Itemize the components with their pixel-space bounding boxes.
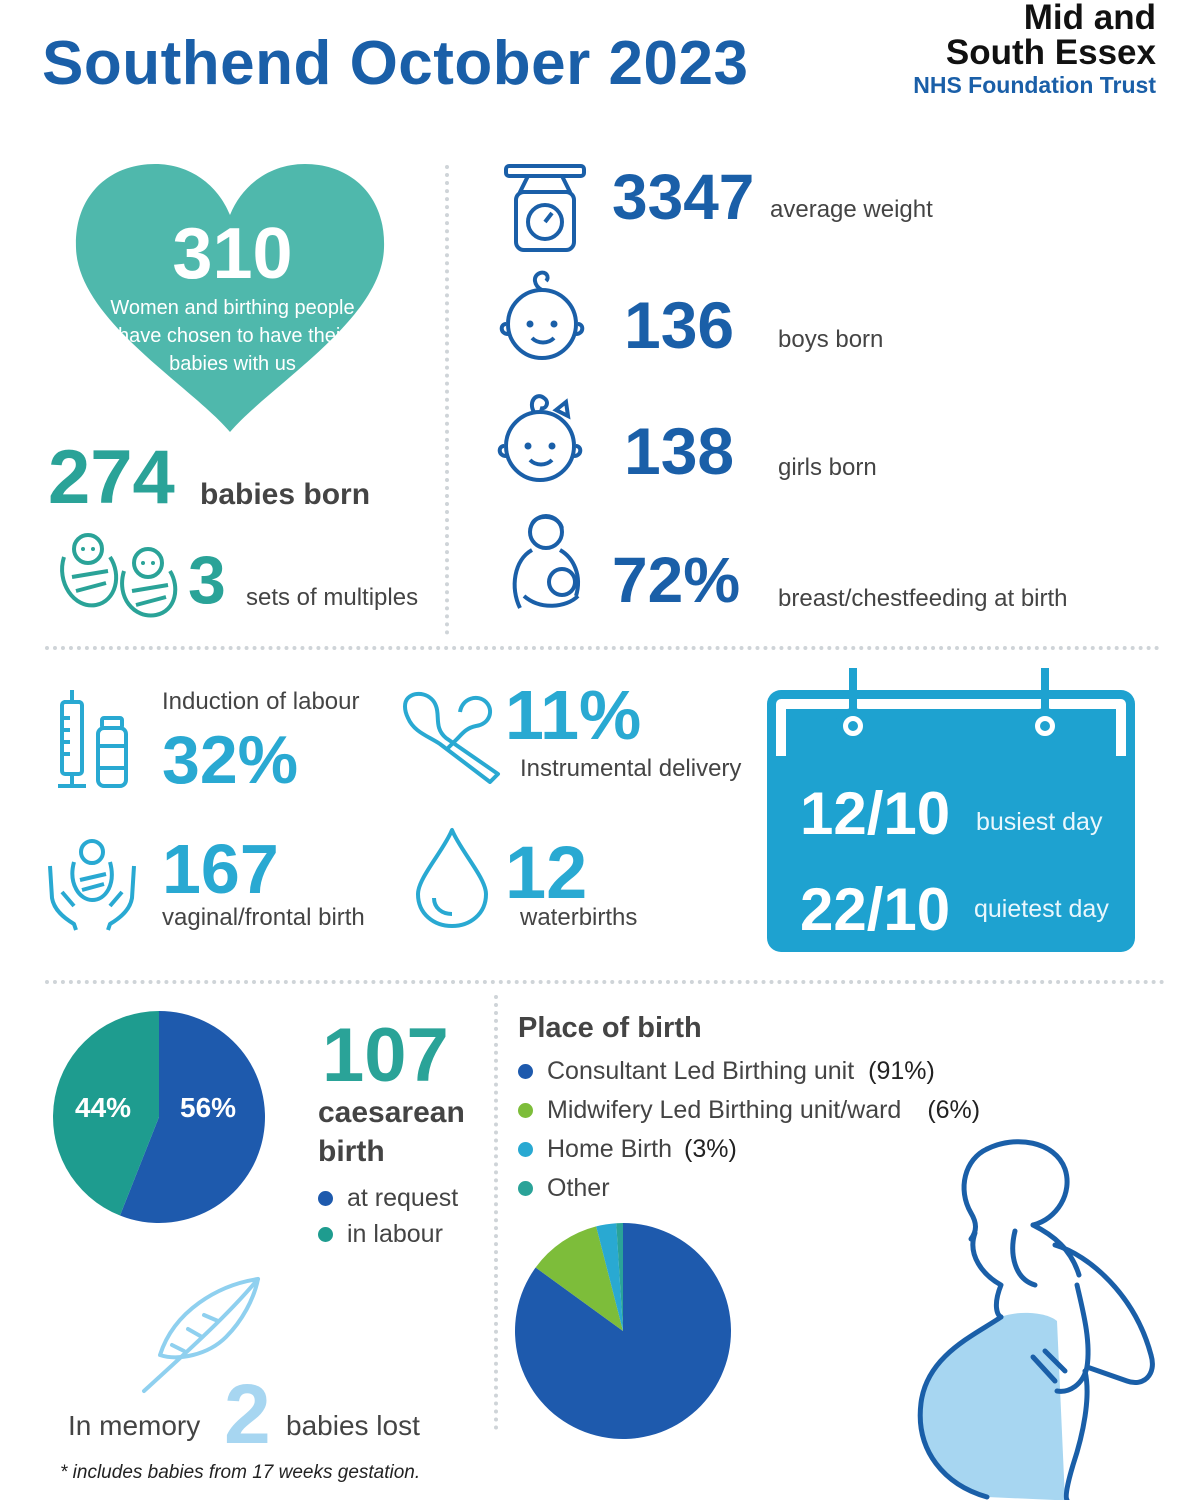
- page-title: Southend October 2023: [42, 29, 749, 98]
- divider-horizontal-1: [45, 646, 1160, 650]
- calendar-icon: [776, 668, 1126, 756]
- girls-number: 138: [624, 414, 735, 488]
- divider-vertical-top: [445, 165, 449, 635]
- weight-number: 3347: [612, 161, 755, 233]
- pie-slice-other: [616, 1223, 623, 1331]
- induction-label: Induction of labour: [162, 688, 360, 715]
- waterbirths-label: waterbirths: [520, 904, 638, 931]
- legend-dot-icon: [518, 1064, 533, 1079]
- weight-label: average weight: [770, 196, 933, 223]
- pie-label-at-request: 56%: [180, 1092, 237, 1123]
- swaddled-babies-icon: [60, 533, 178, 618]
- heart-text: Women and birthing people have chosen to…: [110, 297, 355, 375]
- divider-vertical-bottom: [494, 995, 498, 1430]
- busiest-date: 12/10: [800, 780, 951, 847]
- trust-logo: Mid and South Essex NHS Foundation Trust: [913, 0, 1156, 97]
- caesarean-number: 107: [322, 1013, 449, 1098]
- legend-label: at request: [347, 1183, 459, 1212]
- instrumental-number: 11%: [505, 676, 642, 754]
- legend-item-in-labour: in labour: [318, 1216, 458, 1252]
- instrumental-label: Instrumental delivery: [520, 755, 742, 782]
- pie-slice-in-labour: [53, 1011, 160, 1216]
- boys-number: 136: [624, 288, 735, 362]
- legend-dot-icon: [518, 1103, 533, 1118]
- logo-line2: South Essex: [945, 33, 1156, 72]
- quietest-date: 22/10: [800, 876, 951, 943]
- pie-slice-at-request: [119, 1011, 266, 1223]
- heart-icon: [75, 164, 385, 432]
- place-of-birth-title: Place of birth: [518, 1012, 702, 1044]
- footnote: * includes babies from 17 weeks gestatio…: [60, 1462, 421, 1483]
- legend-value: (3%): [684, 1135, 737, 1163]
- breastfeeding-icon: [512, 514, 580, 609]
- caesarean-label-line2: birth: [318, 1135, 385, 1168]
- legend-item-consultant: Consultant Led Birthing unit (91%): [518, 1052, 980, 1091]
- pie-label-in-labour: 44%: [75, 1092, 132, 1123]
- legend-item-at-request: at request: [318, 1180, 458, 1216]
- legend-label: Midwifery Led Birthing unit/ward: [547, 1096, 902, 1124]
- legend-item-home-birth: Home Birth (3%): [518, 1130, 980, 1169]
- legend-label: Home Birth: [547, 1135, 673, 1163]
- legend-label: Consultant Led Birthing unit: [547, 1057, 855, 1085]
- vaginal-label: vaginal/frontal birth: [162, 904, 365, 931]
- baby-boy-icon: [499, 270, 585, 360]
- syringe-vial-icon: [58, 690, 128, 788]
- caesarean-label-line1: caesarean: [318, 1096, 465, 1129]
- legend-label: Other: [547, 1174, 610, 1202]
- memory-number: 2: [224, 1367, 271, 1461]
- multiples-label: sets of multiples: [246, 584, 419, 611]
- place-of-birth-legend: Consultant Led Birthing unit (91%) Midwi…: [518, 1052, 980, 1208]
- babies-born-number: 274: [48, 435, 175, 520]
- caesarean-pie-chart: [53, 1011, 266, 1223]
- pie-slice-home-birth: [596, 1223, 623, 1331]
- legend-dot-icon: [318, 1226, 333, 1242]
- busiest-label: busiest day: [976, 808, 1103, 836]
- memory-prefix: In memory: [68, 1410, 201, 1441]
- quietest-label: quietest day: [974, 895, 1109, 923]
- hands-holding-baby-icon: [48, 839, 136, 931]
- girls-label: girls born: [778, 454, 877, 481]
- legend-value: (6%): [927, 1096, 981, 1124]
- feeding-number: 72%: [612, 544, 741, 616]
- legend-dot-icon: [518, 1142, 533, 1157]
- feather-icon: [142, 1277, 260, 1393]
- boys-label: boys born: [778, 326, 884, 353]
- calendar-card: [767, 690, 1135, 952]
- heart-number: 310: [172, 214, 293, 294]
- vaginal-number: 167: [162, 830, 279, 908]
- multiples-number: 3: [188, 542, 226, 618]
- legend-item-other: Other: [518, 1169, 980, 1208]
- waterbirths-number: 12: [505, 831, 588, 914]
- water-drop-icon: [416, 828, 488, 928]
- babies-born-label: babies born: [200, 478, 371, 511]
- pie-slice-midwifery-led-birthing-unit-ward: [535, 1226, 623, 1331]
- caesarean-legend: at request in labour: [318, 1180, 458, 1252]
- legend-value: (91%): [868, 1057, 935, 1085]
- pregnant-woman-illustration: [917, 1139, 1155, 1500]
- legend-dot-icon: [318, 1190, 333, 1206]
- legend-dot-icon: [518, 1181, 533, 1196]
- induction-number: 32%: [162, 722, 299, 798]
- scale-icon: [504, 164, 586, 252]
- logo-line3: NHS Foundation Trust: [913, 72, 1156, 98]
- legend-item-midwifery: Midwifery Led Birthing unit/ward (6%): [518, 1091, 980, 1130]
- heart-stat: 310 Women and birthing people have chose…: [100, 218, 365, 378]
- feeding-label: breast/chestfeeding at birth: [778, 585, 1068, 612]
- logo-line1: Mid and: [1023, 0, 1156, 37]
- divider-horizontal-2: [45, 980, 1165, 984]
- baby-girl-icon: [497, 394, 583, 482]
- forceps-icon: [403, 691, 500, 784]
- memory-suffix: babies lost: [286, 1410, 420, 1441]
- place-of-birth-pie-chart: [515, 1223, 731, 1439]
- legend-label: in labour: [347, 1219, 443, 1248]
